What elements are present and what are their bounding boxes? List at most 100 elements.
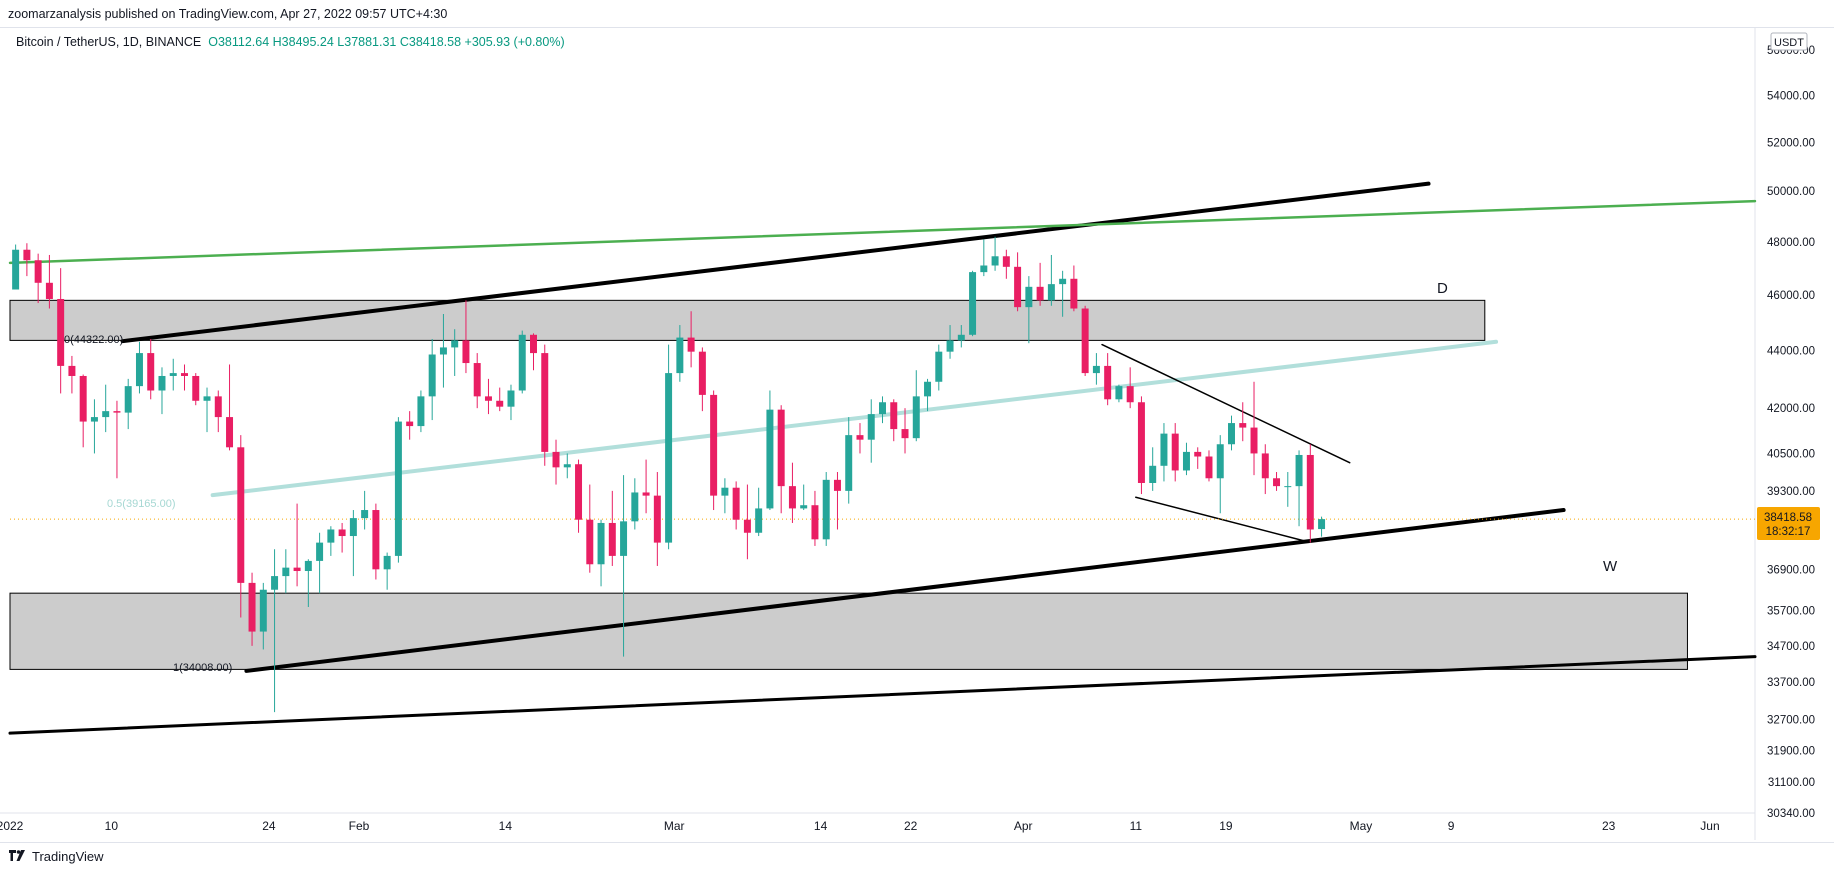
- price-tick-label: 40500.00: [1767, 448, 1815, 460]
- candle-body: [1194, 451, 1202, 457]
- candle-body: [338, 529, 346, 537]
- price-tick-label: 35700.00: [1767, 605, 1815, 617]
- candle-body: [417, 396, 425, 427]
- candle-body: [788, 486, 796, 509]
- candle-body: [214, 396, 222, 418]
- candle-body: [406, 421, 414, 427]
- price-tick-label: 32700.00: [1767, 715, 1815, 727]
- trendline-channel-bottom: [244, 508, 1566, 673]
- trendline-wedge-top: [1101, 343, 1351, 464]
- candle-body: [394, 421, 402, 556]
- candle-body: [912, 396, 920, 439]
- candle-body: [1182, 451, 1190, 471]
- footer-brand[interactable]: TradingView: [8, 849, 104, 864]
- candle-body: [248, 582, 256, 632]
- ohlc-close: C38418.58: [399, 35, 462, 49]
- candle-body: [327, 529, 335, 543]
- candle-body: [12, 249, 20, 290]
- time-tick-label: 14: [814, 819, 828, 833]
- candle-body: [226, 417, 234, 448]
- candle-body: [1059, 278, 1067, 285]
- price-tick-label: 31100.00: [1768, 777, 1815, 789]
- zone-label-w: W: [1603, 558, 1618, 575]
- trendline-outer-support: [8, 655, 1757, 735]
- trendline-channel-top: [120, 181, 1431, 344]
- time-tick-label: 2022: [0, 819, 24, 833]
- candle-body: [1036, 286, 1044, 301]
- price-tick-label: 46000.00: [1767, 290, 1815, 302]
- trendline-wedge-bottom: [1135, 496, 1306, 542]
- currency-badge[interactable]: [1770, 32, 1808, 51]
- candle-body: [867, 414, 875, 440]
- candle-body: [34, 260, 42, 283]
- ohlc-open: O38112.64: [208, 35, 270, 49]
- candle-body: [879, 402, 886, 415]
- candle-body: [1205, 456, 1213, 479]
- candle-body: [1081, 308, 1089, 374]
- candle-body: [102, 411, 110, 418]
- candle-body: [1239, 423, 1247, 428]
- time-axis[interactable]: 2022 10 24 Feb 14 Mar 14 22 Apr 11 19 May 9 23 Jun: [0, 819, 1720, 833]
- candle-body: [653, 495, 661, 543]
- candle-body: [552, 451, 560, 468]
- candle-body: [473, 363, 481, 397]
- time-tick-label: Jun: [1700, 819, 1719, 833]
- candle-body: [507, 390, 515, 407]
- symbol-legend: Bitcoin / TetherUS, 1D, BINANCE O38112.6…: [16, 35, 565, 49]
- time-tick-label: Feb: [349, 819, 370, 833]
- price-tick-label: 52000.00: [1767, 137, 1815, 149]
- candle-body: [1014, 266, 1022, 308]
- candles-layer: [12, 236, 1326, 713]
- price-tick-label: 48000.00: [1767, 237, 1815, 249]
- candle-body: [620, 521, 628, 556]
- candle-body: [316, 542, 324, 561]
- candle-body: [1126, 386, 1134, 403]
- candle-body: [203, 396, 211, 401]
- candle-body: [597, 522, 605, 565]
- time-tick-label: 24: [262, 819, 276, 833]
- candle-body: [1228, 423, 1235, 445]
- candle-body: [192, 375, 200, 401]
- price-tick-label: 31900.00: [1767, 746, 1815, 758]
- candle-body: [991, 256, 999, 266]
- time-tick-label: 11: [1130, 819, 1143, 833]
- price-countdown: 18:32:17: [1766, 526, 1811, 538]
- chart-frame: [0, 27, 1834, 843]
- time-tick-label: 19: [1219, 819, 1233, 833]
- candle-body: [743, 519, 751, 533]
- currency-label: USDT: [1774, 37, 1804, 49]
- time-tick-label: Mar: [664, 819, 685, 833]
- candle-body: [721, 487, 729, 496]
- candle-body: [1318, 519, 1326, 530]
- time-tick-label: 14: [499, 819, 513, 833]
- candle-body: [1295, 454, 1303, 487]
- candle-body: [710, 394, 718, 496]
- candle-body: [586, 519, 594, 565]
- candle-body: [113, 411, 121, 413]
- price-tick-label: 33700.00: [1767, 677, 1815, 689]
- time-tick-label: 9: [1448, 819, 1455, 833]
- candle-body: [90, 417, 98, 422]
- candle-body: [428, 354, 436, 397]
- candle-body: [79, 375, 87, 422]
- candle-body: [237, 447, 245, 583]
- symbol-name[interactable]: Bitcoin / TetherUS, 1D, BINANCE: [16, 35, 202, 49]
- candle-body: [57, 298, 65, 366]
- candle-body: [1250, 427, 1258, 454]
- candle-body: [451, 340, 459, 348]
- publish-info: zoomarzanalysis published on TradingView…: [8, 7, 448, 21]
- candle-body: [800, 505, 808, 509]
- candle-body: [124, 386, 132, 413]
- fib-level-05-label: 0.5(39165.00): [107, 498, 176, 510]
- ohlc-high: H38495.24: [272, 35, 334, 49]
- candle-body: [811, 505, 819, 540]
- price-axis[interactable]: 56000.0054000.0052000.0050000.0048000.00…: [1767, 45, 1815, 820]
- price-tick-label: 50000.00: [1767, 186, 1815, 198]
- candle-body: [293, 567, 301, 572]
- zones-layer: [9, 299, 1688, 670]
- candle-body: [530, 334, 537, 354]
- last-price-badge: [1757, 507, 1820, 540]
- candle-body: [1070, 278, 1078, 309]
- candle-body: [687, 337, 695, 352]
